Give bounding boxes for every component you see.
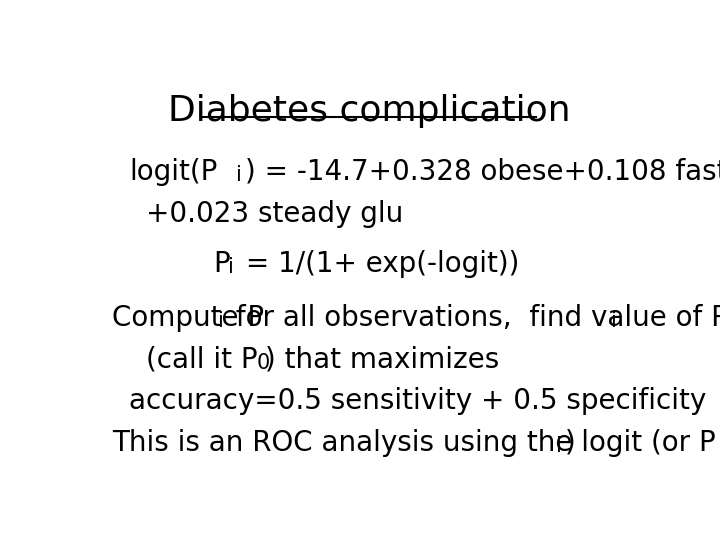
Text: 0: 0 <box>256 353 269 373</box>
Text: = 1/(1+ exp(-logit)): = 1/(1+ exp(-logit)) <box>237 250 519 278</box>
Text: +0.023 steady glu: +0.023 steady glu <box>145 200 403 228</box>
Text: i: i <box>557 436 562 456</box>
Text: ): ) <box>565 429 575 457</box>
Text: i: i <box>218 311 224 331</box>
Text: logit(P: logit(P <box>129 158 217 186</box>
Text: i: i <box>611 311 617 331</box>
Text: ) = -14.7+0.328 obese+0.108 fast glu: ) = -14.7+0.328 obese+0.108 fast glu <box>245 158 720 186</box>
Text: (call it P: (call it P <box>145 346 258 374</box>
Text: accuracy=0.5 sensitivity + 0.5 specificity: accuracy=0.5 sensitivity + 0.5 specifici… <box>129 387 706 415</box>
Text: for all observations,  find value of P: for all observations, find value of P <box>228 304 720 332</box>
Text: Compute P: Compute P <box>112 304 264 332</box>
Text: i: i <box>228 257 234 277</box>
Text: This is an ROC analysis using the logit (or P: This is an ROC analysis using the logit … <box>112 429 716 457</box>
Text: i: i <box>236 165 242 185</box>
Text: P: P <box>213 250 230 278</box>
Text: ) that maximizes: ) that maximizes <box>265 346 500 374</box>
Text: Diabetes complication: Diabetes complication <box>168 94 570 128</box>
